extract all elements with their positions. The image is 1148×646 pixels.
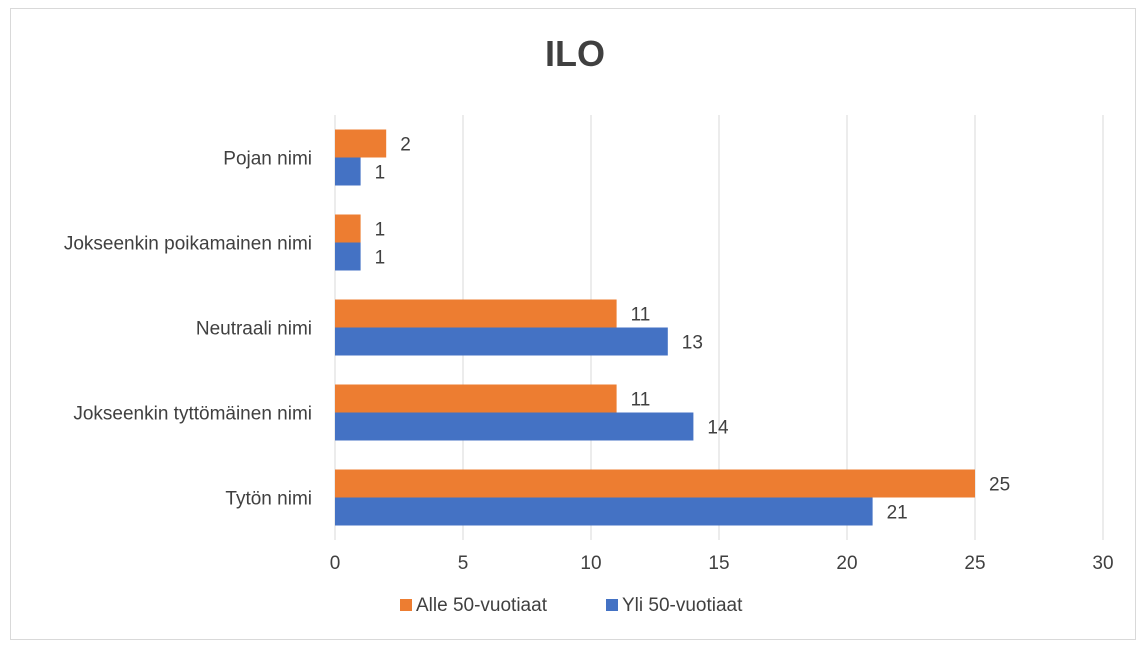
chart-title: ILO [545, 33, 605, 74]
category-label: Pojan nimi [223, 149, 312, 170]
bar-alle-50 [335, 469, 975, 498]
data-label: 1 [375, 163, 386, 184]
bar-yli-50 [335, 242, 361, 271]
bar-yli-50 [335, 157, 361, 186]
legend-label: Alle 50-vuotiaat [416, 595, 548, 616]
bars [335, 129, 975, 526]
x-tick-label: 15 [708, 553, 729, 574]
x-tick-label: 30 [1092, 553, 1113, 574]
x-tick-label: 20 [836, 553, 857, 574]
legend-swatch [606, 599, 618, 611]
legend: Alle 50-vuotiaat Yli 50-vuotiaat [400, 595, 743, 616]
bar-alle-50 [335, 129, 387, 158]
bar-alle-50 [335, 214, 361, 243]
bar-yli-50 [335, 412, 694, 441]
bar-alle-50 [335, 299, 617, 328]
x-tick-label: 25 [964, 553, 985, 574]
category-label: Jokseenkin poikamainen nimi [64, 234, 312, 255]
data-label: 14 [707, 418, 729, 439]
legend-label: Yli 50-vuotiaat [622, 595, 743, 616]
gridlines [334, 115, 1104, 540]
data-label: 1 [375, 220, 386, 241]
x-tick-label: 0 [330, 553, 341, 574]
data-label: 11 [631, 390, 651, 411]
x-tick-labels: 0 5 10 15 20 25 30 [330, 553, 1114, 574]
category-label: Jokseenkin tyttömäinen nimi [73, 404, 312, 425]
data-label: 11 [631, 305, 651, 326]
x-tick-label: 10 [580, 553, 601, 574]
data-label: 21 [887, 503, 908, 524]
legend-swatch [400, 599, 412, 611]
category-label: Tytön nimi [225, 489, 312, 510]
x-tick-label: 5 [458, 553, 469, 574]
bar-yli-50 [335, 497, 873, 526]
bar-yli-50 [335, 327, 668, 356]
bar-alle-50 [335, 384, 617, 413]
data-label: 2 [400, 135, 411, 156]
data-label: 1 [375, 248, 386, 269]
category-label: Neutraali nimi [196, 319, 312, 340]
data-label: 25 [989, 475, 1010, 496]
category-labels: Pojan nimi Jokseenkin poikamainen nimi Neu… [64, 149, 312, 510]
data-label: 13 [682, 333, 703, 354]
